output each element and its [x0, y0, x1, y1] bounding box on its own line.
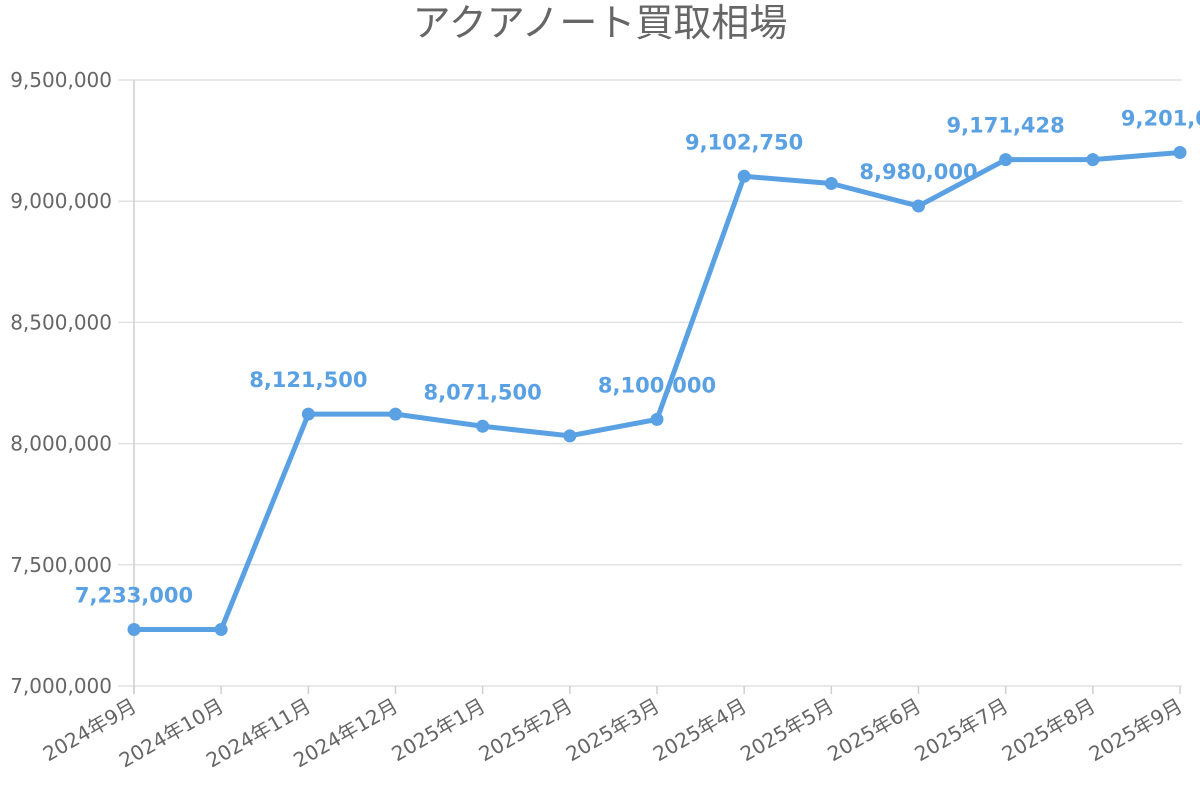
data-point	[1086, 153, 1100, 167]
x-axis-ticks: 2024年9月2024年10月2024年11月2024年12月2025年1月20…	[39, 686, 1187, 773]
data-point	[214, 623, 228, 637]
x-tick-label: 2025年3月	[562, 694, 664, 767]
data-point	[999, 153, 1013, 167]
data-point	[650, 412, 664, 426]
data-point	[389, 407, 402, 421]
y-tick-label: 7,000,000	[10, 674, 112, 698]
y-tick-label: 7,500,000	[10, 553, 112, 577]
data-point	[563, 429, 577, 443]
data-label: 7,233,000	[75, 584, 193, 608]
x-tick-label: 2025年1月	[387, 694, 489, 767]
data-points	[127, 145, 1187, 637]
y-axis-ticks: 7,000,000 7,500,000 8,000,000 8,500,000 9,00…	[10, 68, 112, 698]
x-tick-label: 2025年8月	[998, 694, 1100, 767]
y-tick-label: 9,000,000	[10, 189, 112, 213]
data-point	[127, 623, 141, 637]
data-point	[824, 177, 838, 191]
data-point	[301, 407, 315, 421]
data-label: 8,100,000	[598, 373, 716, 397]
y-tick-label: 9,500,000	[10, 68, 112, 92]
data-point	[476, 419, 490, 433]
x-tick-label: 2025年7月	[910, 694, 1012, 767]
data-label: 9,171,428	[947, 114, 1065, 138]
x-tick-label: 2025年2月	[475, 694, 577, 767]
x-tick-label: 2025年9月	[1085, 694, 1187, 767]
data-label: 9,102,750	[685, 130, 803, 154]
chart-title: アクアノート買取相場	[413, 1, 788, 45]
data-point	[737, 169, 751, 183]
x-tick-label: 2025年5月	[736, 694, 838, 767]
data-labels: 7,233,000 8,121,500 8,071,500 8,100,000 9,10…	[75, 106, 1200, 607]
data-label: 8,121,500	[249, 368, 367, 392]
data-label: 8,071,500	[424, 380, 542, 404]
data-point	[912, 199, 925, 213]
y-tick-label: 8,500,000	[10, 310, 112, 334]
x-tick-label: 2025年4月	[649, 694, 751, 767]
data-point	[1173, 145, 1187, 159]
data-label: 9,201,000	[1121, 106, 1200, 130]
data-label: 8,980,000	[859, 160, 977, 184]
x-tick-label: 2025年6月	[823, 694, 925, 767]
y-tick-label: 8,000,000	[10, 432, 112, 456]
